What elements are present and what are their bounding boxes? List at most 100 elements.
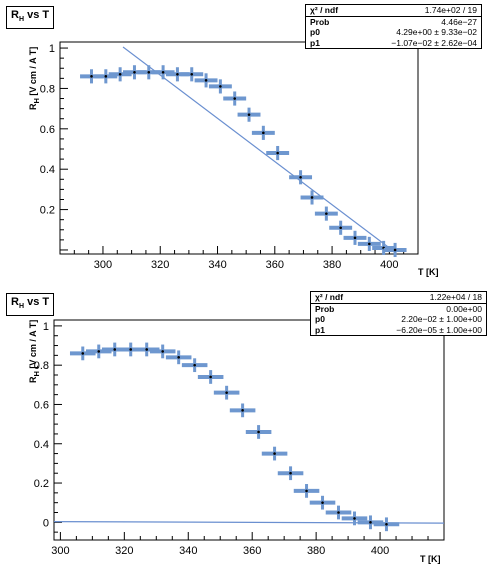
stat-value: 1.74e+02 / 19 [424, 5, 477, 15]
point-marker [247, 113, 251, 116]
y-tick-label: 0.8 [40, 83, 55, 95]
data-point [208, 79, 232, 94]
point-marker [337, 511, 340, 514]
point-marker [310, 196, 314, 199]
chart-title: RH vs T [6, 293, 55, 317]
stat-row-p0: p0 4.29e+00 ± 9.33e−02 [310, 27, 477, 37]
point-marker [90, 75, 93, 78]
data-point [373, 517, 400, 532]
point-marker [97, 350, 101, 353]
data-point [237, 107, 261, 122]
point-marker [118, 73, 122, 76]
point-marker [81, 352, 85, 355]
data-point [277, 466, 304, 481]
y-tick-label: 1 [43, 321, 49, 333]
stat-value: −6.20e−05 ± 1.00e+00 [396, 324, 482, 335]
data-point [261, 446, 288, 461]
y-tick-label: 0.4 [40, 164, 55, 176]
x-tick-label: 300 [51, 545, 69, 557]
data-point [309, 495, 336, 510]
stats-box: χ² / ndf 1.22e+04 / 18 Prob 0.00e+00 p0 2.2… [310, 291, 487, 336]
y-tick-label: 0.2 [40, 205, 55, 217]
point-marker [353, 517, 356, 520]
stat-value: 4.29e+00 ± 9.33e−02 [396, 27, 477, 37]
x-tick-label: 340 [179, 545, 197, 557]
point-marker [353, 236, 357, 240]
data-point [357, 236, 381, 251]
chart-bottom: 300 320 340 360 380 400 0 0.2 0.4 0.6 0.8 1 [34, 319, 445, 557]
y-axis-label: RH [V cm / A T] [28, 319, 41, 383]
y-axis-label: RH [V cm / A T] [28, 46, 41, 110]
stat-value: 0.00e+00 [446, 303, 482, 314]
stat-row-prob: Prob 4.46e−27 [310, 16, 477, 27]
x-tick-label: 380 [307, 545, 325, 557]
stat-value: 2.20e−02 ± 1.00e+00 [401, 314, 482, 324]
point-marker [104, 75, 108, 78]
stat-row-prob: Prob 0.00e+00 [315, 303, 482, 314]
y-tick-label: 0.6 [34, 399, 49, 411]
stat-value: 4.46e−27 [441, 16, 477, 27]
data-point [293, 484, 320, 498]
chart-panel-bottom: 300 320 340 360 380 400 0 0.2 0.4 0.6 0.8 1 RH vs T… [0, 287, 498, 575]
stat-row-p1: p1 −6.20e−05 ± 1.00e+00 [315, 324, 482, 335]
point-marker [385, 522, 388, 526]
point-marker [276, 151, 279, 155]
fit-line [122, 46, 396, 253]
x-tick-label: 300 [94, 259, 112, 271]
point-marker [225, 391, 228, 394]
data-point [325, 505, 352, 520]
point-marker [204, 79, 208, 82]
y-tick-label: 0 [43, 517, 49, 529]
point-marker [257, 430, 260, 434]
x-axis-label: T [K] [420, 554, 441, 564]
point-marker [262, 131, 265, 135]
data-point [251, 125, 275, 140]
data-point [266, 145, 290, 161]
point-marker [219, 85, 222, 88]
data-point [314, 206, 338, 221]
x-tick-label: 400 [380, 259, 398, 271]
data-point [383, 242, 407, 258]
y-tick-label: 0.6 [40, 124, 55, 136]
y-tick-label: 0.8 [34, 360, 49, 372]
data-point [229, 403, 256, 418]
point-marker [177, 356, 180, 359]
point-marker [190, 73, 194, 76]
stat-value: 1.22e+04 / 18 [429, 292, 482, 302]
point-marker [209, 375, 212, 379]
x-tick-label: 360 [243, 545, 261, 557]
data-point [300, 190, 324, 205]
stats-box: χ² / ndf 1.74e+02 / 19 Prob 4.46e−27 p0 4.2… [305, 4, 482, 49]
point-marker [161, 350, 164, 353]
data-point [181, 358, 208, 373]
point-marker [325, 212, 328, 215]
point-marker [305, 489, 308, 493]
stat-value: −1.07e−02 ± 2.62e−04 [391, 37, 477, 48]
data-point [165, 350, 192, 365]
data-point [223, 91, 247, 106]
x-tick-label: 380 [323, 259, 341, 271]
data-point [94, 69, 118, 84]
data-point [197, 370, 224, 384]
point-marker [369, 521, 372, 524]
chart-top: 300 320 340 360 380 400 0.2 0.4 0.6 0.8 1 [40, 41, 419, 271]
point-marker [176, 73, 179, 76]
chart-title: RH vs T [6, 6, 55, 30]
point-marker [273, 452, 276, 455]
data-point [151, 65, 175, 80]
point-marker [233, 97, 237, 100]
plot-frame [59, 41, 419, 255]
data-point [341, 511, 368, 526]
plot-frame [53, 319, 445, 541]
chart-panel-top: 300 320 340 360 380 400 0.2 0.4 0.6 0.8 1 RH vs T … [0, 0, 498, 287]
point-marker [339, 226, 342, 230]
point-marker [241, 409, 244, 412]
stat-row-chi2: χ² / ndf 1.22e+04 / 18 [311, 292, 486, 304]
y-tick-label: 0.4 [34, 439, 49, 451]
y-tick-label: 1 [49, 43, 55, 55]
point-marker [113, 348, 117, 351]
point-marker [133, 70, 136, 74]
stat-row-p1: p1 −1.07e−02 ± 2.62e−04 [310, 37, 477, 48]
data-point [194, 73, 218, 88]
point-marker [321, 501, 324, 504]
